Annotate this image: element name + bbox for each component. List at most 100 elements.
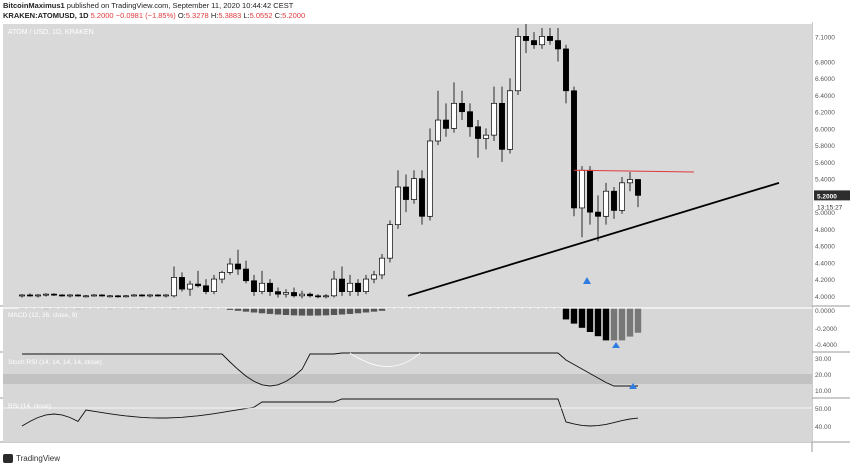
candle-body: [27, 294, 33, 297]
candle-body: [243, 268, 249, 282]
candle-body: [563, 48, 569, 92]
price-tick-label: 6.4000: [815, 93, 835, 100]
macd-bar: [330, 308, 338, 315]
rsi-tick-label: 40.00: [815, 424, 832, 431]
candle-body: [595, 211, 601, 217]
macd-tick-label: -0.4000: [815, 342, 837, 349]
macd-bar: [570, 308, 578, 324]
candle-body: [395, 186, 401, 226]
macd-bar: [610, 308, 618, 341]
candle-body: [315, 295, 321, 298]
stoch-tick-label: 30.00: [815, 356, 832, 363]
candle-body: [507, 90, 513, 150]
candle-body: [43, 293, 49, 296]
candle-body: [587, 169, 593, 213]
candle-body: [491, 102, 497, 136]
macd-bar: [274, 308, 282, 315]
chart-canvas[interactable]: 7.1000 6.8000 6.6000 6.4000 6.2000 6.0000 5.80…: [0, 22, 850, 452]
candle-body: [427, 140, 433, 217]
macd-bar: [314, 308, 322, 316]
macd-bar: [562, 308, 570, 320]
candle-body: [451, 102, 457, 129]
candle-body: [347, 282, 353, 292]
candle-body: [371, 274, 377, 280]
macd-bar: [346, 308, 354, 314]
candle-body: [379, 257, 385, 276]
candle-body: [179, 277, 185, 290]
author-name[interactable]: BitcoinMaximus1: [3, 1, 65, 10]
candles-group: [19, 22, 641, 299]
candle-body: [219, 272, 225, 280]
publish-line: BitcoinMaximus1 published on TradingView…: [3, 1, 293, 10]
macd-bar: [250, 308, 258, 313]
brand-label: TradingView: [16, 454, 61, 463]
rsi-panel-title: RSI (14, close): [8, 403, 51, 410]
open-label: O:: [177, 11, 186, 20]
footer: TradingView: [0, 452, 850, 466]
last-price: 5.2000: [90, 11, 114, 20]
candle-body: [411, 178, 417, 200]
candle-body: [155, 294, 161, 297]
macd-bar: [354, 308, 362, 314]
candle-body: [339, 278, 345, 292]
candle-body: [603, 190, 609, 217]
candle-body: [123, 295, 129, 298]
candle-body: [91, 294, 97, 297]
candle-body: [523, 36, 529, 41]
candle-body: [475, 126, 481, 139]
candle-body: [499, 102, 505, 150]
candle-body: [59, 294, 65, 297]
candle-body: [275, 291, 281, 295]
macd-bar: [578, 308, 586, 328]
candle-body: [443, 119, 449, 129]
macd-tick-label: 0.0000: [815, 308, 835, 315]
price-tick-label: 5.4000: [815, 177, 835, 184]
candle-body: [627, 179, 633, 184]
candle-body: [571, 90, 577, 209]
macd-bar: [378, 308, 386, 311]
low-value: 5.0552: [249, 11, 273, 20]
candle-body: [611, 190, 617, 211]
candle-body: [531, 40, 537, 46]
candle-body: [363, 278, 369, 292]
candle-body: [203, 285, 209, 292]
candle-body: [387, 224, 393, 259]
last-price-badge-label: 5.2000: [817, 193, 837, 200]
candle-body: [83, 295, 89, 298]
macd-bar: [338, 308, 346, 315]
macd-bar: [298, 308, 306, 316]
macd-bar: [626, 308, 634, 337]
price-tick-label: 6.8000: [815, 59, 835, 66]
candle-body: [235, 263, 241, 270]
candle-body: [67, 294, 73, 297]
stoch-arrow-marker: [629, 383, 637, 389]
price-panel-title: ATOM / USD, 1D, KRAKEN: [8, 29, 94, 36]
price-tick-label: 4.8000: [815, 227, 835, 234]
high-label: H:: [210, 11, 219, 20]
macd-bar: [242, 308, 250, 312]
candle-body: [291, 292, 297, 297]
publish-info: published on TradingView.com, September …: [64, 1, 294, 10]
macd-bar: [618, 308, 626, 341]
candle-body: [619, 182, 625, 211]
open-value: 5.3278: [185, 11, 209, 20]
macd-panel-title: MACD (12, 26, close, 9): [8, 312, 77, 319]
rsi-panel-bg: [3, 398, 812, 442]
rsi-tick-label: 50.00: [815, 406, 832, 413]
candle-body: [467, 111, 473, 128]
candle-body: [51, 293, 57, 296]
macd-bar: [586, 308, 594, 332]
candle-body: [147, 294, 153, 297]
macd-arrow-marker: [612, 342, 620, 348]
stoch-panel-title: Stoch RSI (14, 14, 14, 14, close): [8, 359, 102, 366]
resistance-line: [573, 169, 695, 173]
macd-bar: [282, 308, 290, 315]
stoch-tick-label: 10.00: [815, 388, 832, 395]
last-price-badge: [814, 190, 850, 201]
macd-bar: [322, 308, 330, 316]
price-tick-label: 6.6000: [815, 76, 835, 83]
ascending-trendline: [407, 181, 780, 297]
candle-body: [635, 179, 641, 196]
symbol-label: KRAKEN:ATOMUSD, 1D: [3, 11, 89, 20]
price-tick-label: 5.0000: [815, 210, 835, 217]
